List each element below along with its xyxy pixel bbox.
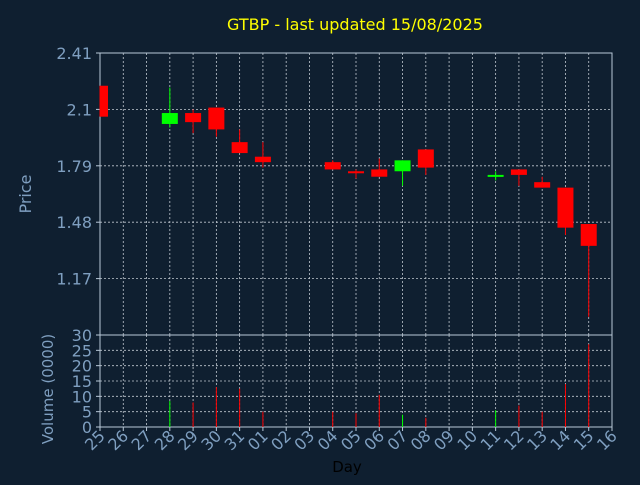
candle-body-01 [254, 156, 271, 163]
candle-body-25 [100, 85, 108, 117]
volume-axis-label: Volume (0000) [39, 334, 57, 444]
candle-body-13 [534, 182, 551, 188]
volume-tick-label: 10 [72, 387, 92, 406]
candle-body-05 [348, 171, 364, 174]
candle-body-11 [487, 174, 504, 177]
x-axis-label: Day [332, 458, 362, 476]
price-tick-label: 1.48 [56, 213, 92, 232]
candle-body-08 [417, 149, 434, 168]
price-tick-label: 1.79 [56, 157, 92, 176]
volume-tick-label: 0 [82, 418, 92, 437]
candle-body-28 [161, 113, 178, 124]
candle-body-29 [185, 113, 202, 123]
volume-tick-label: 5 [82, 403, 92, 422]
volume-tick-label: 15 [72, 372, 92, 391]
candle-body-07 [394, 160, 411, 172]
candle-body-30 [208, 107, 225, 130]
candle-body-12 [510, 169, 527, 175]
price-tick-label: 2.1 [67, 100, 92, 119]
volume-tick-label: 30 [72, 326, 92, 345]
candle-body-31 [231, 142, 248, 154]
candle-body-15 [580, 224, 597, 246]
price-tick-label: 2.41 [56, 44, 92, 63]
volume-tick-label: 20 [72, 357, 92, 376]
x-tick-label: 16 [593, 426, 621, 454]
candle-body-14 [557, 187, 574, 228]
chart-title: GTBP - last updated 15/08/2025 [227, 15, 483, 34]
candle-body-06 [371, 169, 388, 177]
price-tick-label: 1.17 [56, 270, 92, 289]
price-panel: 2.41 2.1 1.79 1.48 1.17 [56, 44, 613, 336]
volume-tick-label: 25 [72, 341, 92, 360]
x-axis: 2526272829303101020304050607080910111213… [81, 426, 621, 454]
candle-body-04 [324, 162, 341, 170]
price-axis-label: Price [16, 174, 35, 213]
